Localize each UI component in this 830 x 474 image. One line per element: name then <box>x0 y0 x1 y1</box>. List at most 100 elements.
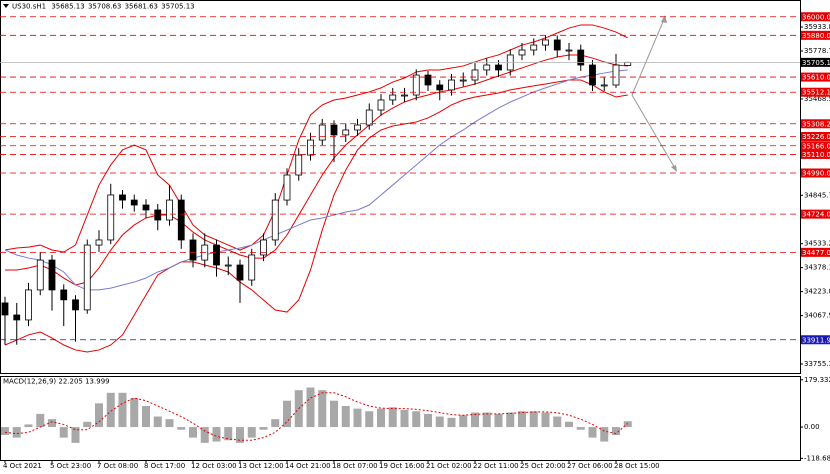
collapse-arrow[interactable] <box>3 4 9 8</box>
candle-body <box>236 264 244 281</box>
level-label: 35610.00 <box>802 74 830 82</box>
y-tick-label: 35933.80 <box>804 23 830 31</box>
current-price-label: 35705.13 <box>802 59 830 67</box>
macd-bar <box>130 398 139 428</box>
projection-arrow-down <box>631 94 677 171</box>
macd-bar <box>588 427 597 438</box>
macd-bar <box>200 427 209 443</box>
macd-bar <box>283 400 291 428</box>
level-label: 35110.00 <box>802 151 830 159</box>
y-tick-label: 0.00 <box>804 423 820 431</box>
macd-bar <box>83 421 92 428</box>
macd-bar <box>48 419 56 428</box>
macd-bar <box>541 412 550 428</box>
macd-bar <box>247 427 256 438</box>
candle-body <box>224 264 232 267</box>
candle-body <box>342 129 350 136</box>
level-label: 34724.00 <box>802 211 830 219</box>
level-tag <box>801 72 830 82</box>
level-tag <box>801 119 830 129</box>
level-label: 36000.00 <box>802 13 830 21</box>
candle-body <box>107 194 115 241</box>
candle-body <box>330 124 338 136</box>
y-tick-label: 34223.00 <box>804 288 830 296</box>
candle-body <box>565 49 573 52</box>
macd-bar <box>377 408 385 428</box>
macd-bar <box>447 417 456 428</box>
candle-body <box>483 64 491 71</box>
candle-body <box>307 139 314 156</box>
x-tick-label: 27 Oct 06:00 <box>567 462 613 470</box>
candle-body <box>518 49 526 56</box>
macd-bar <box>459 415 468 428</box>
macd-bar <box>330 400 338 428</box>
macd-bar <box>177 427 186 430</box>
macd-bar <box>318 390 327 428</box>
candle-body <box>130 199 138 206</box>
level-tag <box>801 247 830 257</box>
candle-body <box>119 194 126 201</box>
low-price: 35681.63 <box>125 3 158 11</box>
macd-bar <box>36 413 45 428</box>
open-price: 35685.13 <box>51 3 84 11</box>
x-tick-label: 22 Oct 11:00 <box>473 462 519 470</box>
x-tick-label: 4 Oct 2021 <box>3 462 42 470</box>
macd-bar <box>365 411 374 428</box>
current-price-tag <box>801 57 830 67</box>
macd-bar <box>118 392 127 428</box>
y-tick-label: 34533.20 <box>804 240 830 248</box>
macd-bar <box>165 419 174 428</box>
level-tag <box>801 87 830 97</box>
candle-body <box>248 254 256 281</box>
indicator-line <box>4 24 628 253</box>
macd-panel-frame <box>0 376 801 461</box>
candle-body <box>495 64 502 71</box>
macd-bar <box>553 416 562 428</box>
candle-body <box>436 84 444 91</box>
candle-body <box>48 259 56 291</box>
y-tick-label: 35468.50 <box>804 95 830 103</box>
macd-bar <box>471 412 479 428</box>
macd-bar <box>506 412 515 428</box>
level-label: 34990.00 <box>802 169 830 177</box>
macd-bar <box>189 427 197 438</box>
x-tick-label: 8 Oct 17:00 <box>144 462 185 470</box>
price-panel-frame <box>0 0 801 374</box>
candle-body <box>577 49 585 66</box>
candle-body <box>624 61 632 66</box>
level-tag <box>801 141 830 151</box>
y-tick-label: 34845.75 <box>804 191 830 199</box>
candle-body <box>589 64 596 86</box>
macd-bar <box>341 405 350 428</box>
macd-bar <box>142 405 150 428</box>
x-tick-label: 21 Oct 02:00 <box>426 462 472 470</box>
macd-bar <box>224 427 233 441</box>
candle-body <box>389 94 397 101</box>
candle-body <box>154 209 162 221</box>
macd-bar <box>612 427 620 435</box>
level-label: 35880.00 <box>802 32 830 40</box>
close-price: 35705.13 <box>161 3 194 11</box>
macd-bar <box>412 411 421 428</box>
x-tick-label: 12 Oct 03:00 <box>191 462 237 470</box>
macd-bar <box>24 424 33 428</box>
candle-body <box>424 74 432 86</box>
candle-body <box>83 244 91 311</box>
macd-bar <box>236 427 244 443</box>
macd-bar <box>400 409 409 428</box>
candle-body <box>295 154 303 176</box>
candle-body <box>25 289 32 321</box>
macd-bar <box>95 403 103 428</box>
candle-body <box>318 124 326 141</box>
candle-body <box>13 314 21 321</box>
candle-body <box>600 84 608 87</box>
macd-bar <box>565 421 573 428</box>
macd-bar <box>12 427 21 438</box>
candle-body <box>412 74 420 96</box>
level-label: 35226.00 <box>802 133 830 141</box>
macd-bar <box>388 407 397 428</box>
candle-body <box>142 204 150 211</box>
candle-body <box>471 69 479 81</box>
macd-bar <box>494 413 503 428</box>
macd-bar <box>71 427 80 443</box>
